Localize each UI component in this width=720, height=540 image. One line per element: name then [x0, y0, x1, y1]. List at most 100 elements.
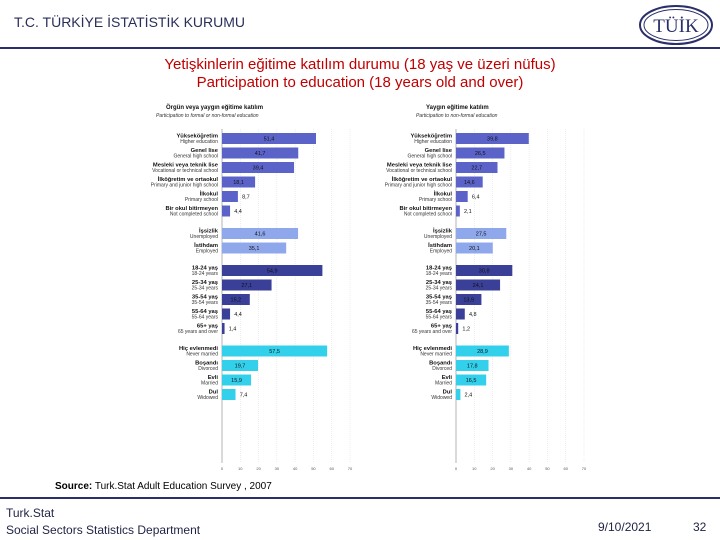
bar — [222, 389, 236, 400]
category-label: Evli — [208, 375, 219, 381]
category-label: İstihdam — [428, 242, 452, 249]
x-tick-label: 0 — [455, 466, 458, 471]
footer-org: Turk.Stat Social Sectors Statistics Depa… — [6, 505, 200, 539]
x-tick-label: 40 — [293, 466, 298, 471]
data-label: 39,4 — [253, 166, 264, 172]
bar — [456, 389, 461, 400]
x-tick-label: 40 — [527, 466, 532, 471]
data-label: 26,5 — [475, 151, 486, 157]
data-label: 8,7 — [242, 195, 250, 201]
bar — [456, 176, 483, 188]
category-label-en: Not completed school — [170, 212, 218, 218]
category-label-en: Primary school — [419, 197, 452, 203]
x-tick-label: 50 — [545, 466, 550, 471]
bar — [222, 162, 295, 173]
category-label-en: Widowed — [431, 395, 452, 401]
org-title: T.C. TÜRKİYE İSTATİSTİK KURUMU — [14, 14, 246, 30]
data-label: 15,2 — [231, 298, 242, 304]
category-label: Genel lise — [425, 148, 453, 154]
bar — [222, 191, 238, 202]
category-label-en: 55-64 years — [192, 315, 219, 321]
data-label: 41,6 — [255, 232, 266, 238]
tuik-logo: TÜİK — [638, 4, 714, 46]
bar — [222, 374, 252, 386]
category-label-en: Unemployed — [424, 234, 452, 240]
logo-text: TÜİK — [653, 16, 699, 37]
bar — [456, 265, 513, 276]
bar — [222, 176, 256, 188]
bar — [222, 360, 259, 371]
data-label: 39,8 — [487, 137, 498, 143]
category-label-en: Primary school — [185, 197, 218, 203]
bar — [456, 323, 459, 334]
bar — [222, 308, 231, 320]
data-label: 13,9 — [463, 298, 474, 304]
participation-chart: Örgün veya yaygın eğitime katılım Partici… — [151, 104, 587, 471]
bar — [222, 228, 299, 239]
data-label: 4,4 — [234, 312, 242, 318]
category-label-en: Vocational or technical school — [386, 168, 452, 174]
bar — [222, 294, 250, 305]
category-label: Dul — [209, 390, 219, 396]
category-label-en: Divorced — [432, 366, 452, 372]
data-label: 6,4 — [472, 195, 480, 201]
category-label: İşsizlik — [199, 228, 219, 235]
panel-title: Yaygın eğitime katılım — [426, 105, 489, 111]
category-label-en: 65 years and over — [178, 329, 218, 335]
category-label-en: Married — [435, 381, 452, 387]
data-label: 4,4 — [234, 209, 242, 215]
category-label-en: 65 years and over — [412, 329, 452, 335]
category-label-en: Never married — [186, 352, 218, 358]
category-label: 18-24 yaş — [426, 266, 452, 272]
category-label: Mesleki veya teknik lise — [387, 163, 453, 169]
panel-subtitle: Participation to formal or non-formal ed… — [156, 113, 259, 119]
category-label-en: Higher education — [414, 139, 452, 145]
category-label: İlköğretim ve ortaokul — [158, 176, 219, 183]
data-label: 17,8 — [467, 364, 478, 370]
bar — [222, 242, 287, 254]
category-label-en: 25-34 years — [192, 286, 219, 292]
category-label-en: Not completed school — [404, 212, 452, 218]
header-divider — [0, 47, 720, 49]
slide-title: Yetişkinlerin eğitime katılım durumu (18… — [0, 56, 720, 92]
source-note: Source: Turk.Stat Adult Education Survey… — [55, 481, 272, 492]
category-label: 55-64 yaş — [426, 309, 452, 315]
category-label-en: 35-54 years — [192, 300, 219, 306]
data-label: 27,1 — [241, 283, 252, 289]
category-label: 25-34 yaş — [426, 280, 452, 286]
category-label: 35-54 yaş — [192, 295, 218, 301]
bar — [222, 279, 272, 291]
chart-area: Örgün veya yaygın eğitime katılım Partici… — [116, 100, 591, 488]
category-label-en: 18-24 years — [426, 271, 453, 277]
category-label: Dul — [443, 390, 453, 396]
category-label: Bir okul bitirmeyen — [399, 206, 452, 212]
category-label-en: Divorced — [198, 366, 218, 372]
category-label: Hiç evlenmedi — [413, 346, 452, 352]
category-label-en: 18-24 years — [192, 271, 219, 277]
category-label: Evli — [442, 375, 453, 381]
category-label-en: Primary and junior high school — [151, 183, 218, 189]
bar — [222, 147, 299, 159]
footer-date: 9/10/2021 — [598, 520, 652, 534]
category-label-en: Primary and junior high school — [385, 183, 452, 189]
category-label: İstihdam — [194, 242, 218, 249]
data-label: 24,1 — [473, 283, 484, 289]
category-label-en: Vocational or technical school — [152, 168, 218, 174]
data-label: 2,4 — [465, 393, 473, 399]
x-tick-label: 10 — [238, 466, 243, 471]
category-label-en: General high school — [408, 154, 452, 160]
category-label: Hiç evlenmedi — [179, 346, 218, 352]
data-label: 14,6 — [464, 180, 475, 186]
x-tick-label: 30 — [275, 466, 280, 471]
bar — [222, 323, 225, 334]
x-tick-label: 70 — [348, 466, 353, 471]
category-label: Boşandı — [195, 361, 218, 367]
panel-title: Örgün veya yaygın eğitime katılım — [166, 104, 263, 111]
category-label: İşsizlik — [433, 228, 453, 235]
x-tick-label: 60 — [329, 466, 334, 471]
category-label: 35-54 yaş — [426, 295, 452, 301]
bar — [456, 147, 505, 159]
data-label: 1,2 — [462, 327, 470, 333]
data-label: 15,9 — [231, 378, 242, 384]
data-label: 20,1 — [469, 246, 480, 252]
